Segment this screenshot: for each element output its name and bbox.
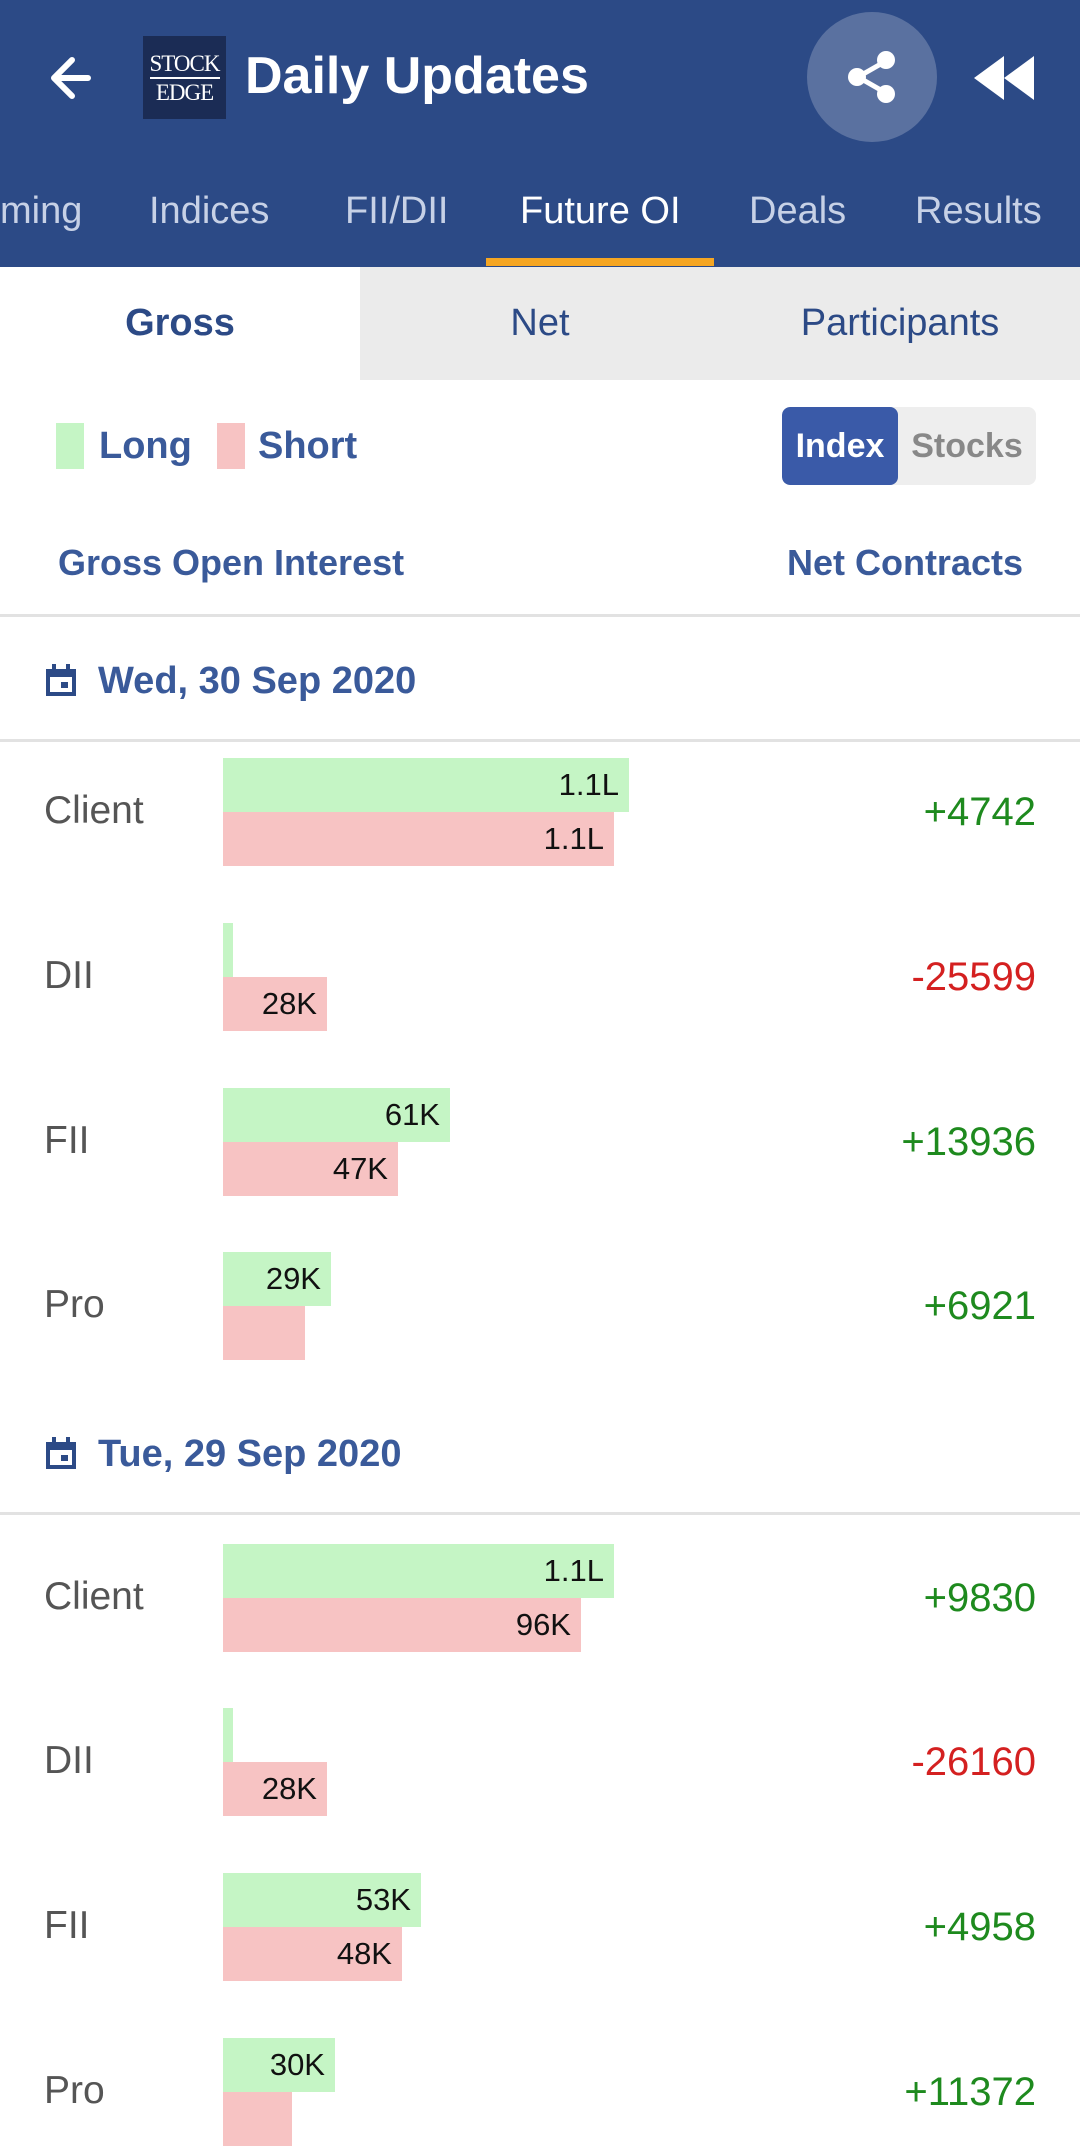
long-bar [223, 1708, 233, 1762]
legend-long-label: Long [99, 425, 192, 467]
segment-net[interactable]: Net [510, 302, 570, 344]
participant-name: FII [44, 1119, 90, 1162]
logo-text-bottom: EDGE [155, 79, 214, 105]
index-stocks-toggle: Index Stocks [782, 407, 1036, 485]
long-bar: 1.1L [223, 758, 629, 812]
share-icon [848, 51, 895, 103]
short-bar [223, 2092, 292, 2146]
long-bar: 30K [223, 2038, 335, 2092]
tab-future-oi[interactable]: Future OI [520, 190, 681, 232]
segment-gross[interactable]: Gross [0, 267, 360, 380]
logo-text-top: STOCK [149, 52, 221, 79]
short-bar: 28K [223, 977, 327, 1031]
calendar-icon [46, 664, 76, 696]
rewind-icon[interactable] [970, 50, 1038, 106]
participant-row[interactable]: FII 53K 48K +4958 [0, 1873, 1080, 1983]
participant-row[interactable]: Client 1.1L 96K +9830 [0, 1544, 1080, 1654]
participant-row[interactable]: FII 61K 47K +13936 [0, 1088, 1080, 1198]
toggle-stocks[interactable]: Stocks [911, 426, 1023, 465]
view-segments: Gross Net Participants [0, 267, 1080, 380]
tab-upcoming[interactable]: ming [0, 190, 83, 232]
active-tab-indicator [486, 258, 714, 266]
short-bar: 47K [223, 1142, 398, 1196]
participant-row[interactable]: Pro 29K +6921 [0, 1252, 1080, 1362]
divider [0, 739, 1080, 742]
participant-name: DII [44, 1739, 94, 1782]
date-label: Wed, 30 Sep 2020 [98, 660, 417, 702]
share-button[interactable] [807, 12, 937, 142]
long-bar: 1.1L [223, 1544, 614, 1598]
long-bar: 29K [223, 1252, 331, 1306]
short-bar: 1.1L [223, 812, 614, 866]
app-bar: STOCK EDGE Daily Updates ming Indices FI… [0, 0, 1080, 267]
participant-name: DII [44, 954, 94, 997]
net-contracts-value: -25599 [911, 955, 1036, 999]
toggle-index[interactable]: Index [782, 407, 898, 485]
net-contracts-value: -26160 [911, 1740, 1036, 1784]
short-bar: 28K [223, 1762, 327, 1816]
participant-name: Pro [44, 2069, 105, 2112]
net-contracts-value: +4742 [923, 790, 1036, 834]
segment-participants[interactable]: Participants [800, 302, 1000, 344]
short-bar [223, 1306, 305, 1360]
participant-name: Pro [44, 1283, 105, 1326]
net-contracts-value: +6921 [923, 1284, 1036, 1328]
net-contracts-heading: Net Contracts [786, 542, 1023, 583]
participant-row[interactable]: Pro 30K +11372 [0, 2038, 1080, 2148]
date-label: Tue, 29 Sep 2020 [98, 1433, 402, 1475]
participant-row[interactable]: DII 28K -26160 [0, 1708, 1080, 1818]
tab-indices[interactable]: Indices [149, 190, 270, 232]
page-title: Daily Updates [245, 47, 589, 105]
net-contracts-value: +13936 [901, 1120, 1036, 1164]
net-contracts-value: +11372 [904, 2070, 1036, 2114]
legend-short-label: Short [258, 425, 358, 467]
back-arrow-icon[interactable] [44, 48, 110, 108]
participant-row[interactable]: DII 28K -25599 [0, 923, 1080, 1033]
long-bar: 53K [223, 1873, 421, 1927]
participant-name: Client [44, 789, 144, 832]
short-bar: 48K [223, 1927, 402, 1981]
long-bar: 61K [223, 1088, 450, 1142]
divider [0, 614, 1080, 617]
long-bar [223, 923, 233, 977]
net-contracts-value: +9830 [923, 1576, 1036, 1620]
participant-name: FII [44, 1904, 90, 1947]
tab-deals[interactable]: Deals [749, 190, 847, 232]
category-tabs: ming Indices FII/DII Future OI Deals Res… [0, 172, 1080, 267]
short-swatch [217, 423, 245, 469]
net-contracts-value: +4958 [923, 1905, 1036, 1949]
stockedge-logo: STOCK EDGE [143, 36, 226, 119]
participant-row[interactable]: Client 1.1L 1.1L +4742 [0, 758, 1080, 868]
participant-name: Client [44, 1575, 144, 1618]
long-swatch [56, 423, 84, 469]
gross-oi-heading: Gross Open Interest [58, 542, 405, 583]
calendar-icon [46, 1437, 76, 1469]
tab-results[interactable]: Results [915, 190, 1042, 232]
tab-fii-dii[interactable]: FII/DII [345, 190, 449, 232]
short-bar: 96K [223, 1598, 581, 1652]
divider [0, 1512, 1080, 1515]
